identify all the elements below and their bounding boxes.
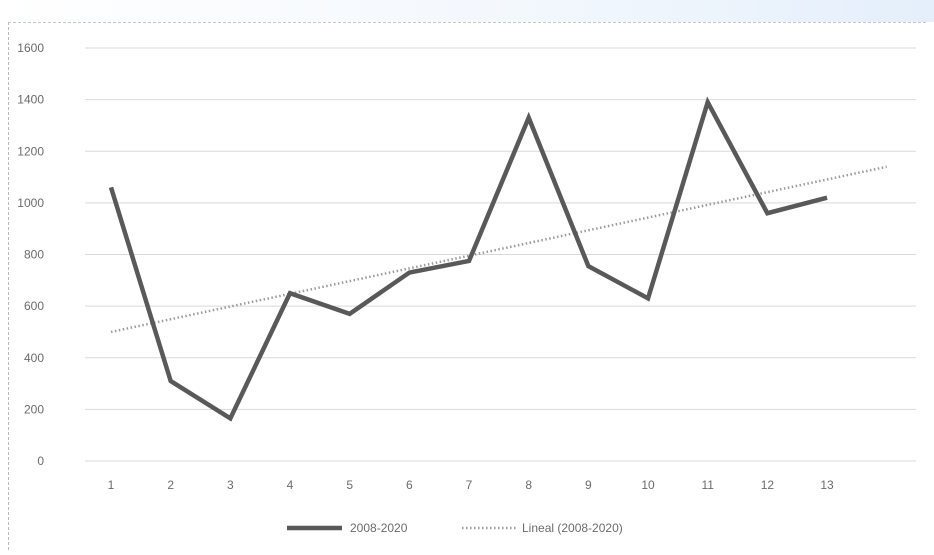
y-axis-ticks: 0 200 400 600 800 1000 1200 1400 1600 xyxy=(17,41,44,468)
chart-frame xyxy=(8,22,926,550)
x-tick-label-1: 1 xyxy=(108,478,115,492)
legend: 2008-2020 Lineal (2008-2020) xyxy=(287,521,623,535)
y-tick-label-1400: 1400 xyxy=(17,93,44,107)
x-tick-label-3: 3 xyxy=(227,478,234,492)
x-tick-label-8: 8 xyxy=(525,478,532,492)
y-tick-label-400: 400 xyxy=(24,351,44,365)
series-layer xyxy=(108,96,887,422)
gridlines xyxy=(85,47,916,462)
y-tick-label-1000: 1000 xyxy=(17,196,44,210)
x-tick-label-11: 11 xyxy=(701,478,714,492)
y-tick-label-600: 600 xyxy=(24,299,44,313)
x-tick-label-13: 13 xyxy=(820,478,834,492)
y-tick-label-1200: 1200 xyxy=(17,144,44,158)
y-tick-label-200: 200 xyxy=(24,402,44,416)
x-tick-label-7: 7 xyxy=(466,478,473,492)
x-tick-label-12: 12 xyxy=(761,478,775,492)
x-tick-label-10: 10 xyxy=(641,478,655,492)
legend-label-trendline: Lineal (2008-2020) xyxy=(522,521,623,535)
y-tick-label-800: 800 xyxy=(24,248,44,262)
x-tick-label-2: 2 xyxy=(167,478,174,492)
series-line-main xyxy=(108,96,828,422)
x-tick-label-4: 4 xyxy=(287,478,294,492)
window-top-strip xyxy=(0,0,934,22)
legend-label-main-series: 2008-2020 xyxy=(350,521,408,535)
x-tick-label-6: 6 xyxy=(406,478,413,492)
x-tick-label-9: 9 xyxy=(585,478,592,492)
x-tick-label-5: 5 xyxy=(346,478,353,492)
x-axis-ticks: 1 2 3 4 5 6 7 8 9 10 11 12 13 xyxy=(108,478,834,492)
y-tick-label-1600: 1600 xyxy=(17,41,44,55)
y-tick-label-0: 0 xyxy=(37,454,44,468)
